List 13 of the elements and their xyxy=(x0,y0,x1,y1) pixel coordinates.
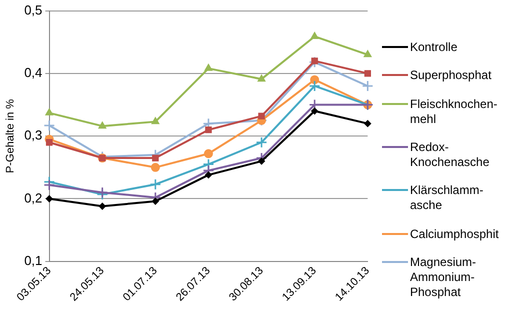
legend-label: Calciumphosphit xyxy=(410,226,500,242)
y-tick-label: 0,2 xyxy=(24,190,42,206)
legend-label: Superphosphat xyxy=(410,68,492,84)
legend-label: Kontrolle xyxy=(410,40,458,55)
legend-label: Magnesium-Ammonium-Phosphat xyxy=(410,255,478,300)
y-tick-label: 0,1 xyxy=(24,252,42,268)
legend-label: Fleischknochen-mehl xyxy=(410,96,498,127)
legend-label: Klärschlamm-asche xyxy=(410,183,484,214)
y-axis-title: P-Gehalte in % xyxy=(4,98,17,174)
legend-label: Redox-Knochenasche xyxy=(410,140,490,170)
y-tick-label: 0,4 xyxy=(24,65,42,80)
y-tick-label: 0,3 xyxy=(24,128,42,143)
y-tick-label: 0,5 xyxy=(24,2,42,18)
